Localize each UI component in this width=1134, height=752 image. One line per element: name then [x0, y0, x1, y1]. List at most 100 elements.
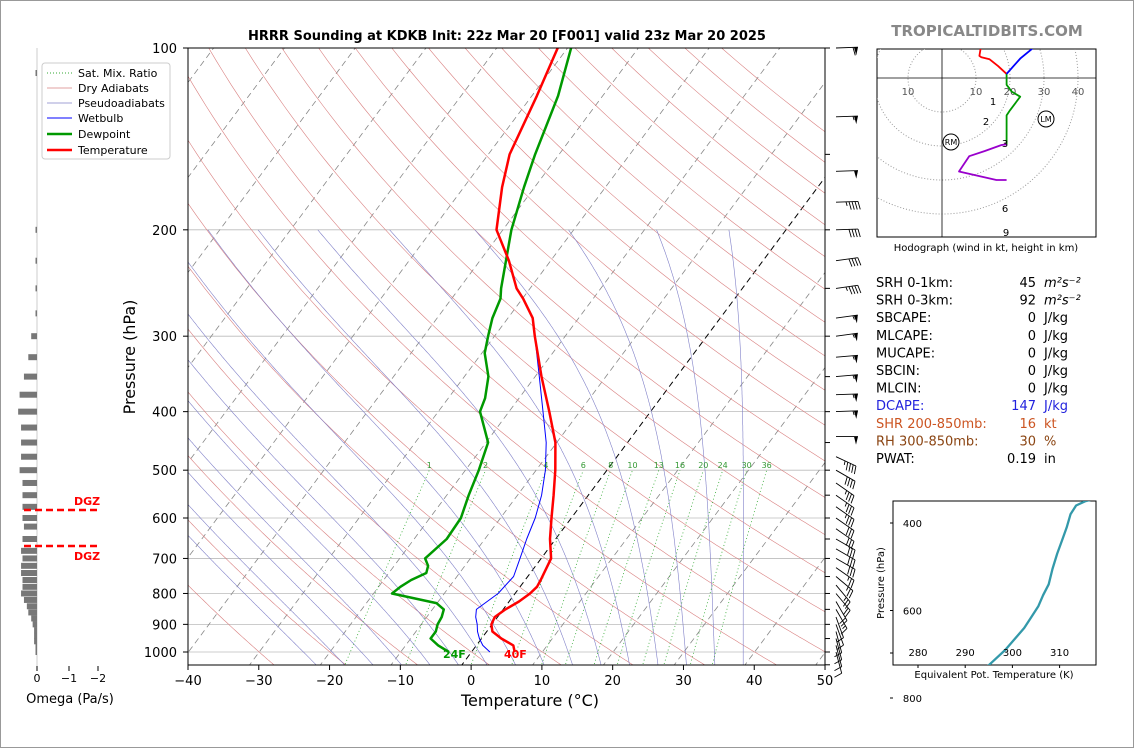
omega-tick-label: 0 — [34, 672, 41, 685]
hodo-height-label: 1 — [990, 97, 996, 108]
stat-value: 16 — [1019, 417, 1036, 432]
stat-value: 30 — [1019, 434, 1036, 449]
y-tick-label: 600 — [152, 512, 177, 527]
hodo-height-label: 3 — [1002, 139, 1008, 150]
stat-unit: % — [1044, 434, 1056, 449]
legend-label: Temperature — [77, 144, 148, 157]
x-tick-label: 20 — [604, 674, 621, 689]
omega-bar — [36, 285, 38, 291]
stat-value: 45 — [1019, 276, 1036, 291]
hodo-ring-label: 40 — [1072, 87, 1085, 98]
mixing-ratio-label: 6 — [581, 461, 586, 470]
hodo-ring-label: 10 — [970, 87, 983, 98]
x-tick-label: 10 — [534, 674, 551, 689]
omega-bar — [31, 615, 37, 621]
stat-unit: J/kg — [1043, 311, 1068, 326]
omega-bar — [28, 354, 37, 360]
surface-dewpoint-label: 24F — [443, 648, 466, 661]
hodo-ring-label: 10 — [902, 87, 915, 98]
stat-unit: kt — [1044, 417, 1057, 432]
stat-value: 0 — [1028, 364, 1036, 379]
stat-value: 0 — [1028, 346, 1036, 361]
skewt-y-label: Pressure (hPa) — [120, 300, 139, 415]
mixing-ratio-label: 24 — [718, 461, 728, 470]
mixing-ratio-label: 30 — [742, 461, 752, 470]
mixing-ratio-label: 2 — [483, 461, 488, 470]
omega-bar — [21, 570, 37, 576]
omega-bar — [36, 70, 38, 76]
omega-axis-label: Omega (Pa/s) — [26, 692, 114, 707]
theta-e-x-tick-label: 290 — [956, 648, 975, 659]
x-tick-label: −20 — [316, 674, 343, 689]
x-tick-label: −40 — [174, 674, 201, 689]
hodo-height-label: 6 — [1002, 204, 1008, 215]
omega-bar — [21, 548, 37, 554]
stat-label: SBCAPE: — [876, 311, 931, 326]
surface-temperature-label: 40F — [504, 648, 527, 661]
skewt-x-label: Temperature (°C) — [460, 691, 599, 710]
stat-label: MUCAPE: — [876, 346, 935, 361]
mixing-ratio-label: 20 — [698, 461, 708, 470]
omega-bar — [21, 563, 37, 569]
omega-tick-label: −1 — [61, 672, 77, 685]
y-tick-label: 100 — [152, 42, 177, 57]
theta-e-y-tick-label: 600 — [903, 607, 922, 618]
omega-bar — [36, 644, 38, 650]
dgz-label-bottom: DGZ — [74, 550, 100, 563]
stat-value: 92 — [1019, 294, 1036, 309]
y-tick-label: 800 — [152, 587, 177, 602]
main-title: HRRR Sounding at KDKB Init: 22z Mar 20 [… — [248, 29, 766, 44]
stat-label: MLCAPE: — [876, 329, 933, 344]
omega-bar — [36, 258, 38, 264]
legend-label: Dewpoint — [78, 128, 131, 141]
dgz-label-top: DGZ — [74, 495, 100, 508]
omega-bar — [21, 590, 37, 596]
mixing-ratio-label: 8 — [608, 461, 613, 470]
theta-e-x-tick-label: 300 — [1003, 648, 1022, 659]
omega-bar — [33, 621, 37, 627]
legend-label: Wetbulb — [78, 112, 123, 125]
mixing-ratio-label: 16 — [675, 461, 685, 470]
stat-label: SRH 0-1km: — [876, 276, 953, 291]
omega-bar — [34, 627, 37, 633]
omega-bar — [18, 409, 37, 415]
theta-e-y-label: Pressure (hPa) — [876, 547, 887, 619]
stat-value: 0 — [1028, 311, 1036, 326]
x-tick-label: 40 — [746, 674, 763, 689]
y-tick-label: 500 — [152, 464, 177, 479]
site-watermark: TROPICALTIDBITS.COM — [891, 22, 1083, 40]
stat-unit: m²s⁻² — [1044, 294, 1081, 309]
legend-label: Pseudoadiabats — [78, 97, 165, 110]
omega-bar — [36, 310, 38, 316]
stat-unit: in — [1044, 452, 1056, 467]
theta-e-frame — [893, 501, 1096, 665]
stat-label: PWAT: — [876, 452, 915, 467]
stat-label: SBCIN: — [876, 364, 920, 379]
stat-unit: J/kg — [1043, 364, 1068, 379]
y-tick-label: 900 — [152, 618, 177, 633]
x-tick-label: 0 — [467, 674, 475, 689]
stat-value: 0.19 — [1007, 452, 1036, 467]
stat-value: 147 — [1011, 399, 1036, 414]
stat-unit: J/kg — [1043, 382, 1068, 397]
hodograph-caption: Hodograph (wind in kt, height in km) — [894, 243, 1079, 254]
omega-bar — [24, 374, 37, 380]
hodo-ring-label: 30 — [1038, 87, 1051, 98]
legend-label: Dry Adiabats — [78, 82, 149, 95]
mixing-ratio-label: 1 — [427, 461, 432, 470]
omega-bar — [23, 480, 38, 486]
stat-value: 0 — [1028, 382, 1036, 397]
omega-bar — [23, 492, 38, 498]
theta-e-x-tick-label: 310 — [1050, 648, 1069, 659]
omega-bar — [23, 515, 38, 521]
theta-e-x-tick-label: 280 — [908, 648, 927, 659]
stat-unit: J/kg — [1043, 329, 1068, 344]
y-tick-label: 200 — [152, 224, 177, 239]
legend-label: Sat. Mix. Ratio — [78, 67, 158, 80]
omega-bar — [31, 333, 37, 339]
omega-bar — [27, 603, 37, 609]
hodograph-frame — [877, 49, 1096, 237]
y-tick-label: 300 — [152, 330, 177, 345]
stat-label: DCAPE: — [876, 399, 924, 414]
